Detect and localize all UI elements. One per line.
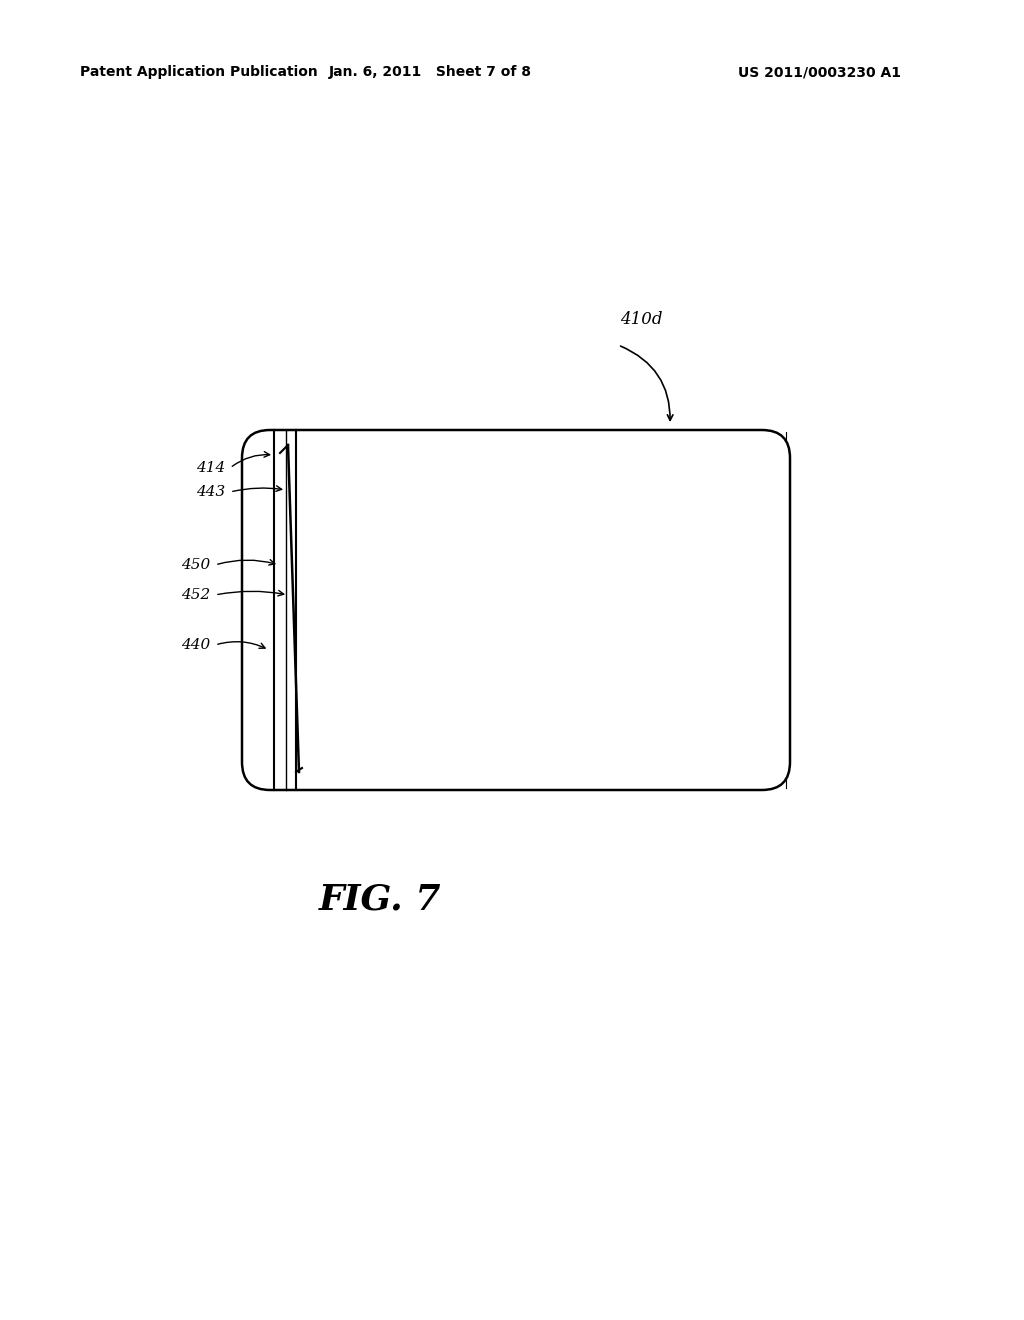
Text: US 2011/0003230 A1: US 2011/0003230 A1 [738,65,901,79]
Text: 443: 443 [196,484,225,499]
Text: FIG. 7: FIG. 7 [318,883,441,917]
FancyBboxPatch shape [242,430,790,789]
Text: Jan. 6, 2011   Sheet 7 of 8: Jan. 6, 2011 Sheet 7 of 8 [329,65,531,79]
Text: 414: 414 [196,461,225,475]
Text: 410d: 410d [620,312,663,329]
Text: 450: 450 [181,558,210,572]
Text: 452: 452 [181,587,210,602]
Text: Patent Application Publication: Patent Application Publication [80,65,317,79]
Text: 440: 440 [181,638,210,652]
